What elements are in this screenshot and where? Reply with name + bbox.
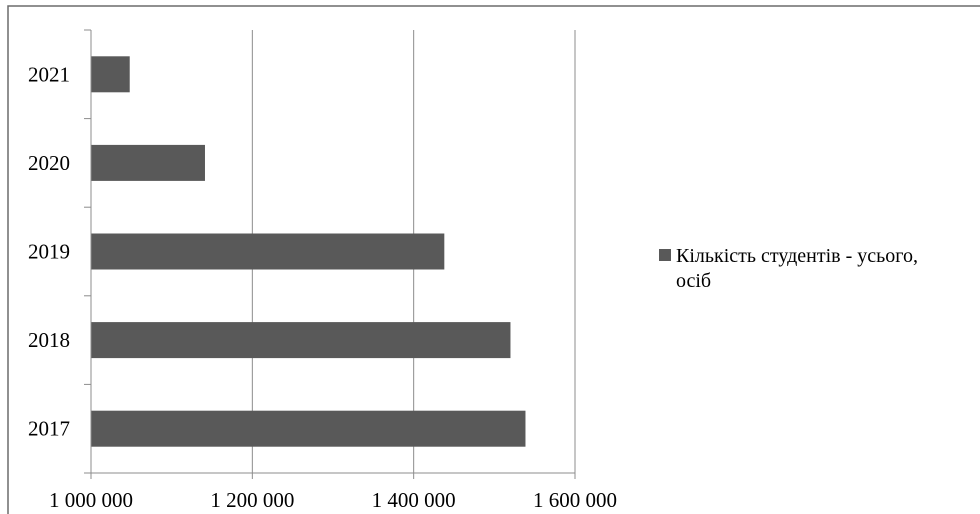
y-axis-ticks: 2017 2018 2019 2020 2021	[28, 29, 91, 474]
bars	[91, 56, 526, 447]
x-tick-label-1600000: 1 600 000	[533, 488, 617, 512]
y-tick-label-2021: 2021	[28, 62, 70, 86]
bar-2020	[91, 144, 205, 181]
legend-label-line-2: осіб	[676, 270, 711, 292]
legend-label-line-1: Кількість студентів - усього,	[676, 245, 918, 267]
x-tick-label-1400000: 1 400 000	[372, 488, 456, 512]
axes	[90, 30, 575, 474]
bar-2021	[91, 56, 130, 93]
x-axis-ticks: 1 000 000 1 200 000 1 400 000 1 600 000	[49, 473, 617, 512]
legend-swatch	[659, 249, 671, 261]
x-tick-label-1000000: 1 000 000	[49, 488, 133, 512]
y-tick-label-2020: 2020	[28, 151, 70, 175]
bar-2018	[91, 322, 511, 359]
bar-2017	[91, 410, 526, 447]
y-tick-label-2019: 2019	[28, 240, 70, 264]
y-tick-label-2017: 2017	[28, 417, 70, 441]
bar-2019	[91, 233, 445, 270]
legend: Кількість студентів - усього, осіб	[659, 245, 918, 292]
y-tick-label-2018: 2018	[28, 328, 70, 352]
x-tick-label-1200000: 1 200 000	[210, 488, 294, 512]
